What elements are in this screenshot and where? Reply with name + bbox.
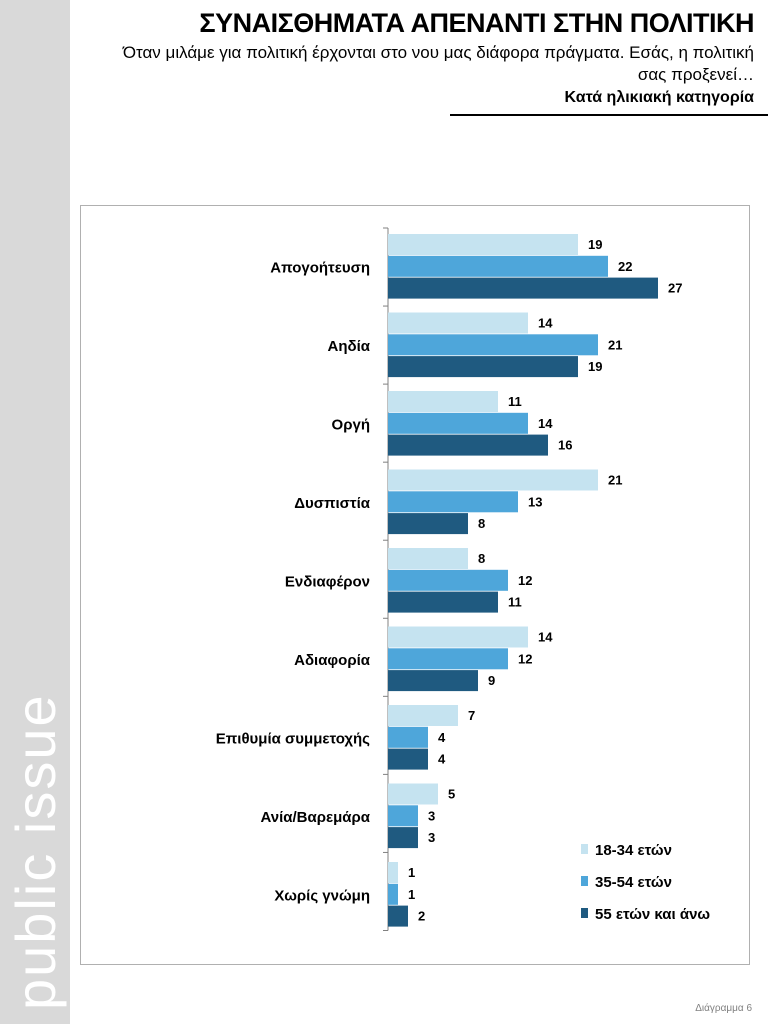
data-label: 5 xyxy=(448,787,455,802)
data-label: 14 xyxy=(538,416,553,431)
bar-chart: Απογοήτευση192227Αηδία142119Οργή111416Δυ… xyxy=(216,227,710,931)
category-label: Δυσπιστία xyxy=(294,495,371,512)
legend-swatch xyxy=(581,844,588,854)
bar xyxy=(388,591,498,613)
bar xyxy=(388,434,548,456)
bar xyxy=(388,905,408,927)
bar xyxy=(388,491,518,513)
page-subtitle: Όταν μιλάμε για πολιτική έρχονται στο νο… xyxy=(122,43,754,84)
category-label: Ανία/Βαρεμάρα xyxy=(260,809,370,826)
bar xyxy=(388,356,578,378)
data-label: 8 xyxy=(478,516,485,531)
bar xyxy=(388,883,398,905)
category-label: Χωρίς γνώμη xyxy=(274,888,370,905)
legend-swatch xyxy=(581,908,588,918)
chart-frame: Απογοήτευση 19 22 27 Αηδία 14 21 19 Οργή 11 14 16 Δυ… xyxy=(80,205,750,965)
data-label: 4 xyxy=(438,752,446,767)
page-subtitle-category: Κατά ηλικιακή κατηγορία xyxy=(564,89,754,106)
category-label: Οργή xyxy=(332,417,370,434)
side-band: public issue xyxy=(0,0,70,1024)
category-label: Αδιαφορία xyxy=(294,652,371,669)
bar xyxy=(388,862,398,883)
page-title: ΣΥΝΑΙΣΘΗΜΑΤΑ ΑΠΕΝΑΝΤΙ ΣΤΗΝ ΠΟΛΙΤΙΚΗ xyxy=(199,8,754,38)
footer-diagram-label: Διάγραμμα 6 xyxy=(695,1003,752,1014)
bar xyxy=(388,412,528,434)
data-label: 1 xyxy=(408,865,415,880)
data-label: 19 xyxy=(588,359,602,374)
category-label: Απογοήτευση xyxy=(270,260,370,277)
data-label: 1 xyxy=(408,887,415,902)
data-label: 12 xyxy=(518,573,532,588)
data-label: 21 xyxy=(608,337,622,352)
bar xyxy=(388,312,528,334)
brand-logo: public issue xyxy=(4,693,67,1010)
legend-label: 55 ετών και άνω xyxy=(595,906,710,923)
data-label: 11 xyxy=(508,394,522,409)
bar xyxy=(388,513,468,535)
bar xyxy=(388,670,478,692)
data-label: 7 xyxy=(468,708,475,723)
category-label: Ενδιαφέρον xyxy=(285,574,370,591)
data-label: 2 xyxy=(418,909,425,924)
data-label: 21 xyxy=(608,473,622,488)
data-label: 14 xyxy=(538,630,553,645)
bar xyxy=(388,726,428,748)
category-label: Αηδία xyxy=(328,338,371,355)
data-label: 27 xyxy=(668,281,682,296)
bar xyxy=(388,255,608,277)
bar xyxy=(388,783,438,805)
data-label: 19 xyxy=(588,237,602,252)
data-label: 8 xyxy=(478,551,485,566)
legend-label: 18-34 ετών xyxy=(595,842,672,859)
data-label: 13 xyxy=(528,494,542,509)
data-label: 14 xyxy=(538,316,553,331)
bar xyxy=(388,391,498,412)
data-label: 12 xyxy=(518,651,532,666)
bar xyxy=(388,469,598,491)
legend-swatch xyxy=(581,876,588,886)
legend-label: 35-54 ετών xyxy=(595,874,672,891)
data-label: 22 xyxy=(618,259,632,274)
category-label: Επιθυμία συμμετοχής xyxy=(216,731,370,748)
bar xyxy=(388,234,578,255)
bar xyxy=(388,626,528,648)
bar xyxy=(388,805,418,827)
data-label: 3 xyxy=(428,830,435,845)
data-label: 3 xyxy=(428,808,435,823)
data-label: 16 xyxy=(558,438,572,453)
bar xyxy=(388,748,428,770)
bar xyxy=(388,827,418,849)
bar xyxy=(388,548,468,569)
bar xyxy=(388,648,508,670)
data-label: 4 xyxy=(438,730,446,745)
data-label: 9 xyxy=(488,673,495,688)
data-label: 11 xyxy=(508,595,522,610)
bar xyxy=(388,569,508,591)
header-divider xyxy=(450,114,768,116)
bar xyxy=(388,705,458,726)
bar xyxy=(388,334,598,356)
bar xyxy=(388,277,658,299)
